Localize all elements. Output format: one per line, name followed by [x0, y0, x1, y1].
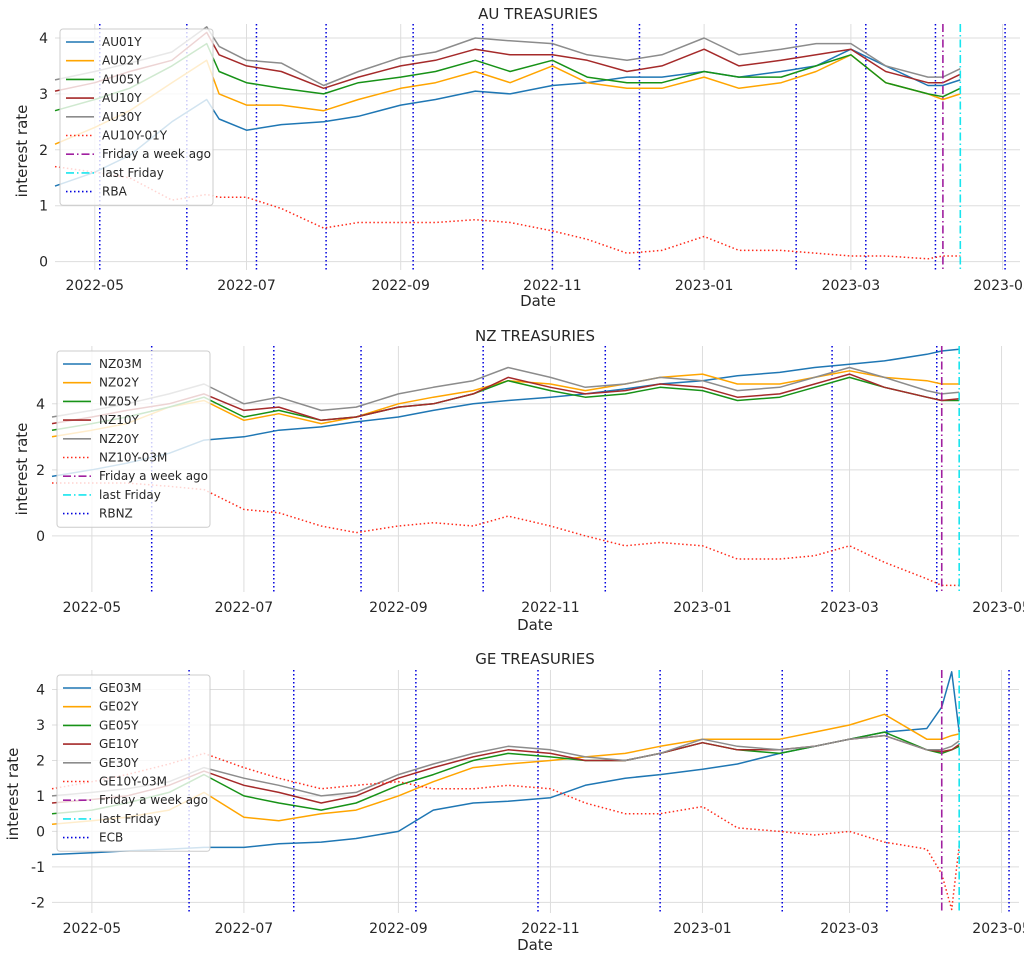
x-tick-label: 2022-07 [215, 921, 274, 937]
series-line-ge30y [51, 734, 960, 797]
y-tick-label: 3 [39, 87, 48, 103]
x-tick-label: 2023-05 [972, 600, 1024, 616]
series-line-au10y-01y [54, 165, 961, 260]
legend-label: Friday a week ago [102, 147, 211, 161]
x-tick-label: 2022-05 [63, 921, 122, 937]
legend: NZ03M NZ02Y NZ05Y NZ10Y NZ20Y NZ10Y-03M Friday… [56, 350, 211, 528]
grid [55, 24, 1020, 270]
chart-title: GE TREASURIES [475, 650, 595, 668]
series-line-ge10y-03m [51, 752, 960, 911]
legend-label: ECB [99, 831, 123, 845]
ge-treasuries-chart: GE TREASURIES interest rate Date 2022-05… [4, 650, 1024, 954]
y-axis-label: interest rate [13, 423, 31, 516]
legend-label: GE30Y [99, 756, 139, 770]
series-line-nz03m [51, 348, 960, 478]
x-axis-label: Date [520, 292, 556, 310]
legend-label: GE02Y [99, 700, 139, 714]
legend-label: AU10Y [102, 91, 142, 105]
legend-label: AU05Y [102, 72, 142, 86]
y-tick-label: 3 [36, 718, 45, 734]
legend-label: NZ20Y [99, 432, 139, 446]
legend-box [59, 28, 214, 206]
legend-label: Friday a week ago [99, 469, 208, 483]
y-tick-label: 0 [36, 529, 45, 545]
series-line-nz05y [51, 376, 960, 431]
y-tick-label: 1 [39, 199, 48, 215]
x-tick-label: 2022-11 [521, 600, 580, 616]
legend-label: NZ10Y-03M [99, 451, 167, 465]
x-tick-label: 2022-09 [369, 921, 428, 937]
x-tick-label: 2023-03 [822, 278, 881, 294]
x-tick-label: 2023-03 [820, 921, 879, 937]
y-axis-label: interest rate [4, 748, 22, 841]
x-tick-label: 2023-01 [673, 600, 732, 616]
grid [52, 670, 1019, 913]
x-tick-label: 2022-11 [523, 278, 582, 294]
au-treasuries-chart: AU TREASURIES interest rate Date 2022-05… [13, 5, 1024, 310]
legend-label: GE05Y [99, 718, 139, 732]
series-line-nz20y [51, 366, 960, 418]
y-tick-label: -2 [31, 895, 45, 911]
y-axis-label: interest rate [13, 105, 31, 198]
legend-label: AU01Y [102, 35, 142, 49]
legend-box [56, 674, 211, 852]
chart-title: AU TREASURIES [478, 5, 598, 23]
legend-label: last Friday [99, 488, 161, 502]
plot-area [52, 670, 1019, 913]
legend-label: GE10Y-03M [99, 775, 167, 789]
x-tick-label: 2023-01 [673, 921, 732, 937]
legend-label: NZ03M [99, 357, 142, 371]
x-axis-label: Date [517, 616, 553, 634]
nz-treasuries-chart: NZ TREASURIES interest rate Date 2022-05… [13, 327, 1024, 634]
x-tick-label: 2023-03 [820, 600, 879, 616]
central-bank-meetings [99, 24, 1006, 270]
legend-label: AU30Y [102, 110, 142, 124]
legend-label: RBA [102, 185, 128, 199]
y-tick-label: 4 [36, 683, 45, 699]
series-line-ge02y [51, 713, 960, 826]
y-tick-label: 0 [36, 824, 45, 840]
x-tick-label: 2023-05 [972, 921, 1024, 937]
legend: GE03M GE02Y GE05Y GE10Y GE30Y GE10Y-03M Friday… [56, 674, 211, 852]
y-tick-label: 0 [39, 255, 48, 271]
legend-label: Friday a week ago [99, 793, 208, 807]
x-tick-label: 2022-07 [217, 278, 276, 294]
series-group [51, 671, 960, 911]
x-tick-label: 2022-07 [215, 600, 274, 616]
legend-label: RBNZ [99, 507, 133, 521]
x-tick-label: 2022-05 [63, 600, 122, 616]
y-tick-label: 2 [36, 753, 45, 769]
series-line-nz10y-03m [52, 482, 960, 587]
x-tick-label: 2023-01 [675, 278, 734, 294]
legend-box [56, 350, 211, 528]
legend: AU01Y AU02Y AU05Y AU10Y AU30Y AU10Y-01Y Friday… [59, 28, 214, 206]
x-tick-label: 2022-09 [371, 278, 430, 294]
legend-label: AU02Y [102, 54, 142, 68]
legend-label: GE03M [99, 681, 142, 695]
x-axis-label: Date [517, 936, 553, 954]
y-tick-label: 2 [39, 143, 48, 159]
series-group [51, 348, 960, 587]
legend-label: NZ05Y [99, 394, 139, 408]
y-tick-label: 4 [36, 397, 45, 413]
chart-title: NZ TREASURIES [475, 327, 595, 345]
y-tick-label: -1 [31, 860, 45, 876]
x-tick-label: 2023-05 [973, 278, 1024, 294]
legend-label: NZ10Y [99, 413, 139, 427]
x-tick-label: 2022-11 [521, 921, 580, 937]
legend-label: NZ02Y [99, 376, 139, 390]
y-tick-label: 1 [36, 789, 45, 805]
grid [52, 346, 1019, 592]
legend-label: AU10Y-01Y [102, 129, 168, 143]
y-tick-label: 4 [39, 31, 48, 47]
x-tick-label: 2022-09 [369, 600, 428, 616]
legend-label: GE10Y [99, 737, 139, 751]
series-line-ge05y [51, 731, 960, 815]
x-tick-label: 2022-05 [66, 278, 125, 294]
y-tick-label: 2 [36, 463, 45, 479]
series-line-nz10y [51, 373, 960, 425]
legend-label: last Friday [99, 812, 161, 826]
legend-label: last Friday [102, 166, 164, 180]
